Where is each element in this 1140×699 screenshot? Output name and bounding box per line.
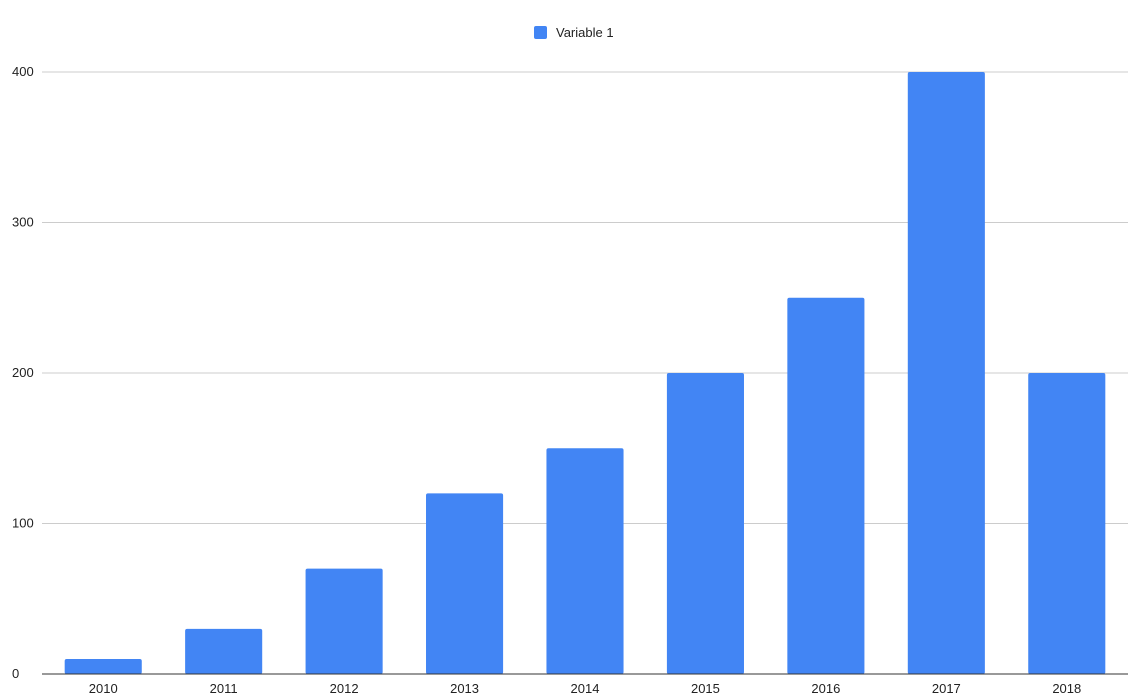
bar-2018	[1028, 373, 1106, 674]
bars	[64, 72, 1106, 674]
x-tick-label: 2013	[450, 681, 479, 696]
x-tick-label: 2010	[89, 681, 118, 696]
y-tick-label: 200	[12, 365, 34, 380]
x-tick-label: 2012	[330, 681, 359, 696]
y-tick-label: 100	[12, 516, 34, 531]
bar-2012	[305, 568, 383, 674]
y-tick-label: 300	[12, 215, 34, 230]
legend: Variable 1	[534, 25, 614, 40]
bar-2015	[666, 373, 744, 674]
y-tick-label: 400	[12, 64, 34, 79]
x-tick-label: 2011	[210, 681, 238, 696]
legend-label: Variable 1	[556, 25, 614, 40]
y-tick-label: 0	[12, 666, 19, 681]
bar-2014	[546, 448, 624, 674]
legend-swatch	[534, 26, 547, 39]
x-axis: 2010 2011 2012 2013 2014 2015 2016 2017 2018	[42, 673, 1128, 696]
x-tick-label: 2018	[1052, 681, 1081, 696]
bar-2017	[907, 72, 985, 674]
bar-2016	[787, 297, 865, 674]
x-tick-label: 2015	[691, 681, 720, 696]
y-axis: 0 100 200 300 400	[12, 64, 34, 681]
x-tick-label: 2017	[932, 681, 961, 696]
bar-2010	[64, 658, 142, 674]
x-tick-label: 2016	[811, 681, 840, 696]
bar-2011	[185, 628, 263, 674]
x-tick-label: 2014	[571, 681, 600, 696]
bar-2013	[426, 493, 504, 674]
